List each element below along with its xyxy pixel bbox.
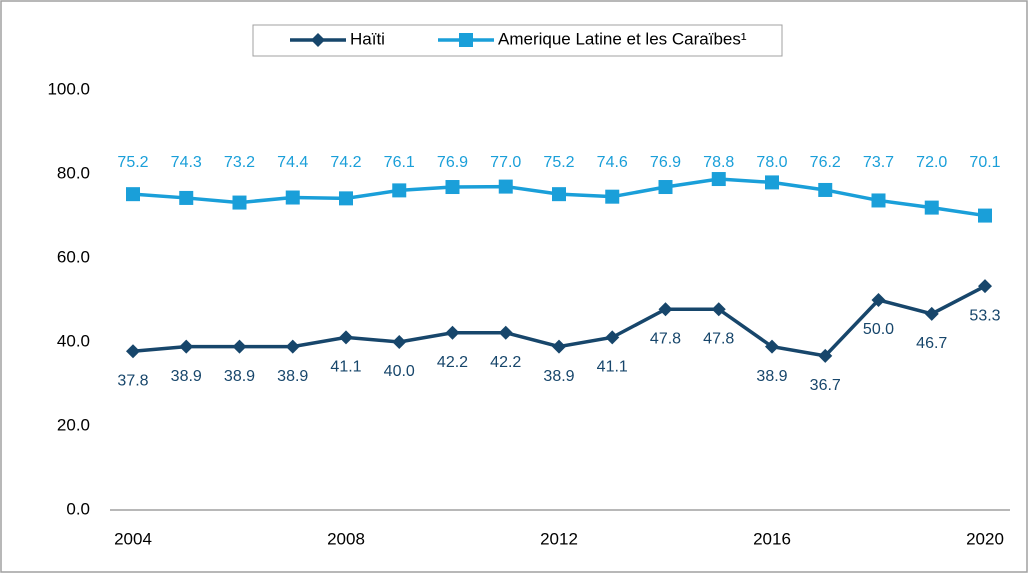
data-label: 76.2 (810, 154, 841, 171)
y-tick-label: 0.0 (66, 499, 90, 518)
data-label: 76.9 (437, 154, 468, 171)
data-label: 47.8 (703, 330, 734, 347)
marker (765, 339, 779, 354)
marker (339, 330, 353, 345)
marker (179, 339, 194, 354)
marker (871, 293, 886, 307)
y-tick-label: 80.0 (57, 163, 90, 182)
marker (285, 339, 300, 354)
marker (126, 187, 140, 202)
data-label: 78.8 (703, 154, 734, 171)
data-label: 42.2 (490, 354, 521, 371)
data-label: 37.8 (117, 372, 148, 389)
data-label: 75.2 (543, 154, 574, 171)
marker (605, 330, 620, 345)
marker (339, 191, 353, 206)
y-tick-label: 40.0 (57, 331, 90, 350)
data-label: 73.2 (224, 154, 255, 171)
marker (818, 182, 833, 197)
data-label: 74.4 (277, 154, 308, 171)
marker (392, 335, 407, 349)
y-tick-label: 20.0 (57, 415, 90, 434)
marker (711, 302, 726, 317)
marker (445, 325, 460, 340)
x-tick-label: 2004 (114, 529, 152, 548)
marker (658, 302, 673, 317)
data-label: 47.8 (650, 330, 681, 347)
data-label: 76.1 (384, 154, 415, 171)
marker (924, 200, 939, 215)
data-label: 36.7 (810, 377, 841, 394)
legend-marker (459, 33, 473, 47)
data-label: 38.9 (543, 368, 574, 385)
data-label: 74.2 (330, 154, 361, 171)
data-label: 42.2 (437, 354, 468, 371)
marker (126, 344, 140, 359)
marker (552, 187, 566, 202)
data-label: 38.9 (171, 368, 202, 385)
marker (498, 325, 513, 340)
marker (711, 172, 726, 187)
marker (605, 189, 620, 204)
x-tick-label: 2020 (966, 529, 1004, 548)
data-label: 53.3 (969, 307, 1000, 324)
marker (978, 208, 992, 223)
data-label: 72.0 (916, 154, 947, 171)
x-tick-label: 2012 (540, 529, 578, 548)
legend-marker (311, 33, 325, 47)
data-label: 50.0 (863, 321, 894, 338)
data-label: 38.9 (224, 368, 255, 385)
marker (765, 175, 779, 190)
marker (232, 339, 247, 354)
marker (445, 180, 460, 195)
data-label: 70.1 (969, 154, 1000, 171)
legend-label: Haïti (350, 29, 385, 48)
marker (232, 195, 247, 210)
marker (179, 190, 194, 205)
data-label: 78.0 (756, 154, 787, 171)
marker (658, 180, 673, 195)
marker (978, 279, 992, 294)
marker (498, 179, 513, 194)
data-label: 41.1 (330, 359, 361, 376)
marker (871, 193, 886, 208)
data-label: 77.0 (490, 154, 521, 171)
data-label: 41.1 (597, 359, 628, 376)
data-label: 75.2 (117, 154, 148, 171)
data-label: 74.3 (171, 154, 202, 171)
marker (552, 339, 566, 354)
y-tick-label: 60.0 (57, 247, 90, 266)
marker (285, 190, 300, 205)
legend-label: Amerique Latine et les Caraïbes¹ (498, 29, 747, 48)
data-label: 40.0 (384, 363, 415, 380)
data-label: 38.9 (277, 368, 308, 385)
marker (818, 348, 833, 363)
marker (392, 183, 407, 198)
data-label: 73.7 (863, 154, 894, 171)
data-label: 74.6 (597, 154, 628, 171)
x-tick-label: 2008 (327, 529, 365, 548)
data-label: 76.9 (650, 154, 681, 171)
marker (924, 306, 939, 321)
data-label: 46.7 (916, 335, 947, 352)
data-label: 38.9 (756, 368, 787, 385)
y-tick-label: 100.0 (47, 79, 90, 98)
x-tick-label: 2016 (753, 529, 791, 548)
